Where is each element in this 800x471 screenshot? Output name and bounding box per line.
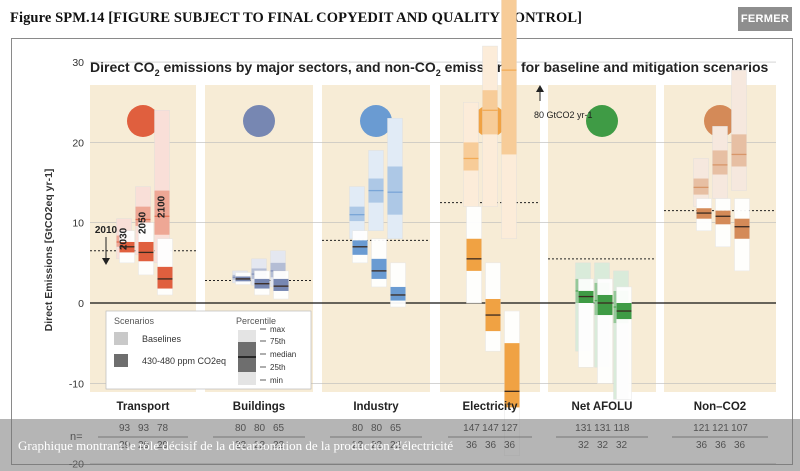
baseline-iqr	[154, 190, 170, 235]
baseline-iqr	[712, 150, 728, 175]
co2-icon	[704, 105, 736, 137]
y-tick-label: 20	[72, 137, 84, 149]
sector-label: Net AFOLU	[572, 401, 633, 413]
mitigation-iqr	[466, 238, 482, 271]
year-label: 2100	[157, 195, 168, 218]
sector-label: Buildings	[233, 401, 285, 413]
annotation-arrow-head	[536, 85, 544, 92]
chart-title: Direct CO2 emissions by major sectors, a…	[90, 59, 769, 78]
mitigation-iqr	[371, 258, 387, 279]
legend-baseline-swatch	[114, 332, 128, 345]
figure-title: Figure SPM.14 [FIGURE SUBJECT TO FINAL C…	[10, 10, 583, 26]
legend-percentile-label: max	[270, 325, 285, 334]
legend-percentile-label: median	[270, 350, 296, 359]
mitigation-iqr	[390, 286, 406, 301]
y-axis-label: Direct Emissions [GtCO2eq yr-1]	[43, 169, 55, 332]
legend-mitigation-label: 430-480 ppm CO2eq	[142, 356, 226, 366]
baseline-iqr	[501, 0, 517, 155]
baseline-iqr	[135, 206, 151, 226]
mitigation-iqr	[504, 343, 520, 408]
baseline-range	[731, 69, 747, 191]
legend-mitigation-swatch	[114, 354, 128, 367]
year-label: 2030	[119, 227, 130, 250]
year-label: 2050	[138, 211, 149, 234]
mitigation-iqr	[352, 240, 368, 255]
annotation-80gt: 80 GtCO2 yr-1	[534, 110, 593, 120]
sector-label: Non–CO2	[694, 401, 746, 413]
mitigation-iqr	[597, 294, 613, 316]
mitigation-iqr	[715, 210, 731, 225]
legend-scenarios-title: Scenarios	[114, 316, 155, 326]
baseline-iqr	[482, 90, 498, 135]
baseline-iqr	[349, 206, 365, 222]
tree-icon	[586, 105, 618, 137]
legend-baselines-label: Baselines	[142, 334, 182, 344]
caption-text: Graphique montrant le rôle décisif de la…	[18, 438, 454, 453]
sector-label: Electricity	[463, 401, 519, 413]
close-button[interactable]: FERMER	[738, 7, 792, 31]
mitigation-iqr	[734, 218, 750, 239]
legend-percentile-label: min	[270, 376, 283, 385]
mitigation-iqr	[273, 278, 289, 291]
factory-icon	[360, 105, 392, 137]
y-tick-label: 0	[78, 298, 84, 310]
y-tick-label: 30	[72, 57, 84, 69]
baseline-iqr	[731, 134, 747, 167]
legend-percentile-label: 25th	[270, 363, 286, 372]
y-tick-label: -10	[69, 378, 84, 390]
truck-icon	[127, 105, 159, 137]
baseline-iqr	[693, 178, 709, 195]
y-tick-label: 10	[72, 218, 84, 230]
mitigation-iqr	[138, 241, 154, 262]
baseline-iqr	[387, 166, 403, 215]
baseline-iqr	[463, 142, 479, 171]
legend-percentile-title: Percentile	[236, 316, 276, 326]
sector-label: Transport	[116, 401, 169, 413]
legend-percentile-label: 75th	[270, 337, 286, 346]
mitigation-range	[597, 278, 613, 384]
year-arrow-head	[102, 258, 110, 265]
year-label-2010: 2010	[95, 225, 118, 236]
house-icon	[243, 105, 275, 137]
mitigation-iqr	[157, 266, 173, 289]
legend-box	[105, 310, 312, 390]
sector-label: Industry	[353, 401, 399, 413]
caption-overlay	[0, 419, 800, 471]
